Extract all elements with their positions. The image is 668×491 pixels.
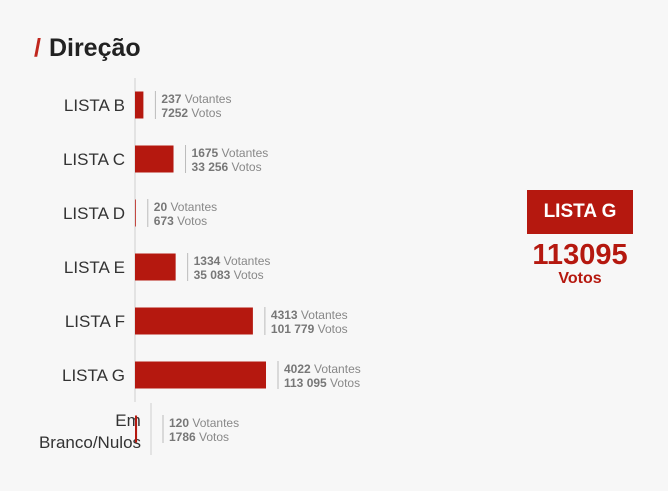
winner-unit: Votos xyxy=(558,270,602,287)
annotation-votantes: 4022 Votantes xyxy=(284,362,361,376)
annotation-votos: 101 779 Votos xyxy=(271,322,348,336)
winner-label: LISTA G xyxy=(527,190,633,234)
bar xyxy=(135,199,136,227)
title-text: Direção xyxy=(48,34,141,62)
bar xyxy=(135,361,266,389)
bar xyxy=(135,253,176,281)
category-label: LISTA G xyxy=(62,366,125,385)
annotation-votos: 1786 Votos xyxy=(169,430,229,444)
bar xyxy=(135,145,174,173)
annotation-votos: 35 083 Votos xyxy=(194,268,264,282)
category-label: LISTA C xyxy=(63,150,125,169)
bar xyxy=(135,307,253,335)
category-label: LISTA E xyxy=(64,258,125,277)
page-title: / Direção xyxy=(34,34,141,63)
annotation-votantes: 4313 Votantes xyxy=(271,308,348,322)
winner-panel: LISTA G 113095 Votos xyxy=(527,190,633,288)
category-label: LISTA B xyxy=(64,96,125,115)
category-label: LISTA F xyxy=(65,312,125,331)
annotation-votantes: 237 Votantes xyxy=(161,92,231,106)
annotation-votantes: 1675 Votantes xyxy=(192,146,269,160)
annotation-votos: 7252 Votos xyxy=(161,106,221,120)
annotation-votantes: 120 Votantes xyxy=(169,416,239,430)
annotation-votos: 33 256 Votos xyxy=(192,160,262,174)
category-label-line2: Branco/Nulos xyxy=(39,433,141,452)
title-slash: / xyxy=(34,34,41,62)
annotation-votantes: 20 Votantes xyxy=(154,200,217,214)
annotation-votos: 673 Votos xyxy=(154,214,207,228)
annotation-votantes: 1334 Votantes xyxy=(194,254,271,268)
category-label-line1: Em xyxy=(115,411,141,430)
category-label: LISTA D xyxy=(63,204,125,223)
bar xyxy=(135,91,144,119)
annotation-votos: 113 095 Votos xyxy=(284,376,360,390)
winner-value: 113095 xyxy=(532,239,628,271)
bar xyxy=(135,415,138,443)
